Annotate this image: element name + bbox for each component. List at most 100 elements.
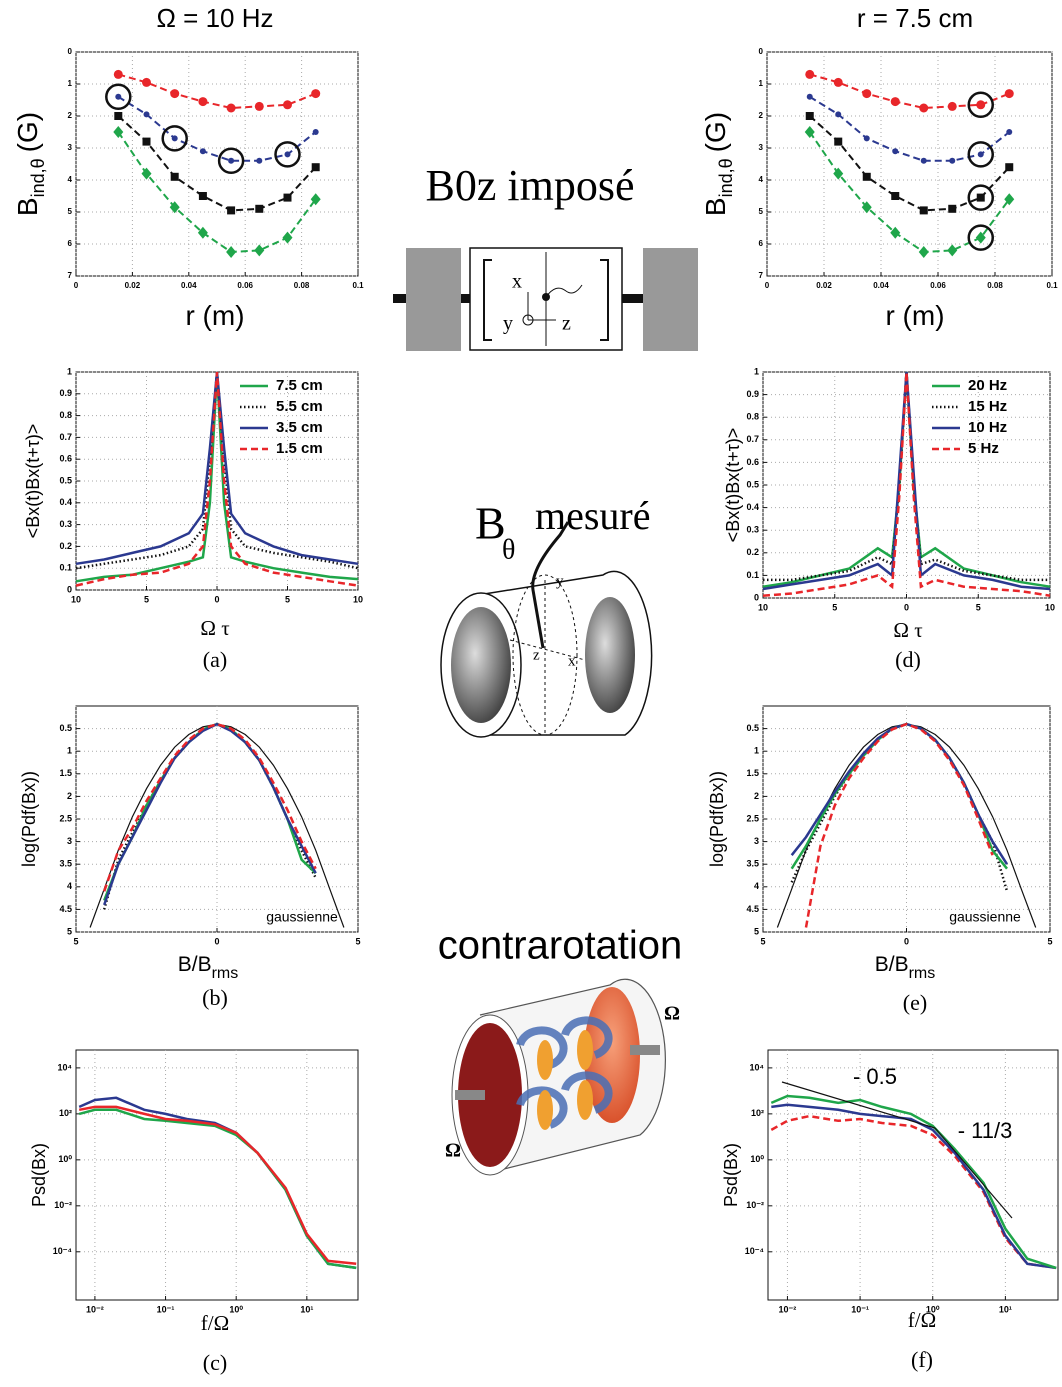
- data-point: [948, 204, 957, 213]
- y-axis-label-unit: (G): [700, 112, 731, 152]
- x-tick-label: 5: [760, 936, 765, 946]
- x-axis-label: B/Brms: [178, 953, 239, 983]
- x-tick-label: 10⁻¹: [157, 1304, 175, 1314]
- y-tick-label: 4: [67, 881, 72, 891]
- x-tick-label: 0.06: [930, 281, 946, 290]
- data-point: [1004, 89, 1014, 99]
- data-point: [312, 129, 319, 135]
- y-tick-label: 10⁻⁴: [745, 1246, 764, 1256]
- y-tick-label: 0: [68, 47, 73, 56]
- x-axis-label-text: r (m): [885, 300, 944, 331]
- data-point: [1005, 163, 1014, 172]
- data-point: [198, 97, 208, 107]
- data-point: [198, 192, 207, 200]
- data-point: [226, 103, 236, 113]
- data-point: [976, 100, 986, 110]
- data-point: [227, 206, 236, 215]
- series-line: [78, 1105, 357, 1266]
- data-point: [254, 244, 265, 257]
- axis-label: x: [512, 271, 522, 293]
- data-point: [890, 226, 901, 239]
- y-tick-label: 0.8: [59, 410, 72, 420]
- y-tick-label: 0.4: [59, 497, 72, 507]
- y-tick-label: 0.9: [746, 389, 759, 399]
- y-tick-label: 6: [759, 239, 764, 248]
- plot-frame: [767, 1049, 1059, 1301]
- highlight-circle: [274, 141, 301, 168]
- data-point: [170, 172, 179, 181]
- x-tick-label: 0: [214, 594, 219, 604]
- x-tick-label: 0: [904, 602, 909, 612]
- data-point: [199, 148, 206, 155]
- y-tick-label: 1: [68, 79, 73, 88]
- data-point: [892, 148, 899, 155]
- x-tick-label: 0: [74, 281, 79, 290]
- data-point: [919, 206, 928, 215]
- data-point: [835, 111, 842, 118]
- x-tick-label: 10: [758, 602, 768, 612]
- data-point: [975, 231, 986, 244]
- highlight-circle: [217, 147, 245, 175]
- x-tick-label: 0.08: [987, 281, 1003, 290]
- y-tick-label: 4: [68, 175, 73, 184]
- data-point: [833, 77, 843, 87]
- data-point: [142, 77, 151, 87]
- x-tick-label: 5: [832, 602, 837, 612]
- series-line: [117, 131, 317, 254]
- x-axis-label: r (m): [885, 300, 944, 331]
- y-tick-label: 6: [68, 239, 73, 248]
- highlight-circle: [967, 91, 994, 119]
- series-line: [75, 371, 359, 587]
- x-axis-label-text: Ω τ: [200, 616, 229, 640]
- x-axis-label: Ω τ: [893, 618, 922, 642]
- x-axis-label-text: f/Ω: [201, 1311, 229, 1335]
- y-tick-label: 2: [759, 111, 764, 120]
- series-line: [809, 73, 1010, 110]
- x-tick-label: 10⁰: [926, 1304, 940, 1314]
- data-point: [282, 231, 293, 244]
- legend-label: 10 Hz: [968, 419, 1007, 436]
- y-tick-label: 5: [67, 926, 72, 936]
- data-point: [256, 157, 263, 164]
- y-tick-label: 4.5: [746, 904, 759, 914]
- x-tick-label: 10: [1045, 602, 1055, 612]
- x-tick-label: 0.08: [294, 281, 310, 290]
- annotation: gaussienne: [949, 909, 1021, 925]
- y-tick-label: 10²: [59, 1108, 72, 1118]
- chart-title: Ω = 10 Hz: [157, 3, 274, 33]
- x-axis-label: f/Ω: [908, 1308, 936, 1332]
- annotation: - 0.5: [853, 1064, 897, 1089]
- data-point: [170, 89, 180, 99]
- y-tick-label: 10⁴: [750, 1062, 764, 1072]
- y-tick-label: 1: [67, 366, 72, 376]
- chart-panel: 0.511.522.533.544.555 0 5B/Brmslog(Pdf(Bx)…: [19, 705, 361, 1010]
- data-point: [142, 137, 151, 146]
- y-tick-label: 7: [68, 271, 73, 280]
- x-tick-label: 0: [765, 281, 770, 290]
- x-tick-label: 0.04: [873, 281, 889, 290]
- y-tick-label: 10⁻⁴: [53, 1246, 72, 1256]
- y-axis-label-text: Psd(Bx): [29, 1143, 49, 1207]
- data-point: [197, 226, 208, 239]
- y-tick-label: 0.3: [746, 525, 759, 535]
- data-point: [804, 126, 815, 138]
- chart-panel: 0 0.1 0.2 0.3 0.4 0.5 0.6 0.7 0.8 0.9 1 10 5 0 5 10 20 H…: [723, 366, 1055, 672]
- series-line: [809, 95, 1010, 162]
- highlight-circle: [967, 184, 994, 211]
- y-tick-label: 0: [67, 584, 72, 594]
- x-axis-label: r (m): [185, 300, 244, 331]
- y-tick-label: 4.5: [59, 904, 72, 914]
- legend-label: 3.5 cm: [276, 419, 323, 436]
- omega-label: Ω: [445, 1140, 461, 1162]
- x-tick-label: 0: [904, 936, 909, 946]
- legend-label: 5 Hz: [968, 440, 999, 457]
- x-tick-label: 0.1: [1046, 281, 1058, 290]
- y-tick-label: 10⁰: [58, 1154, 72, 1164]
- data-point: [311, 89, 321, 99]
- legend-label: 20 Hz: [968, 377, 1007, 394]
- y-tick-label: 10²: [751, 1108, 764, 1118]
- y-tick-label: 1.5: [59, 768, 72, 778]
- series-line: [118, 73, 317, 110]
- y-axis-label-text: B: [12, 197, 43, 216]
